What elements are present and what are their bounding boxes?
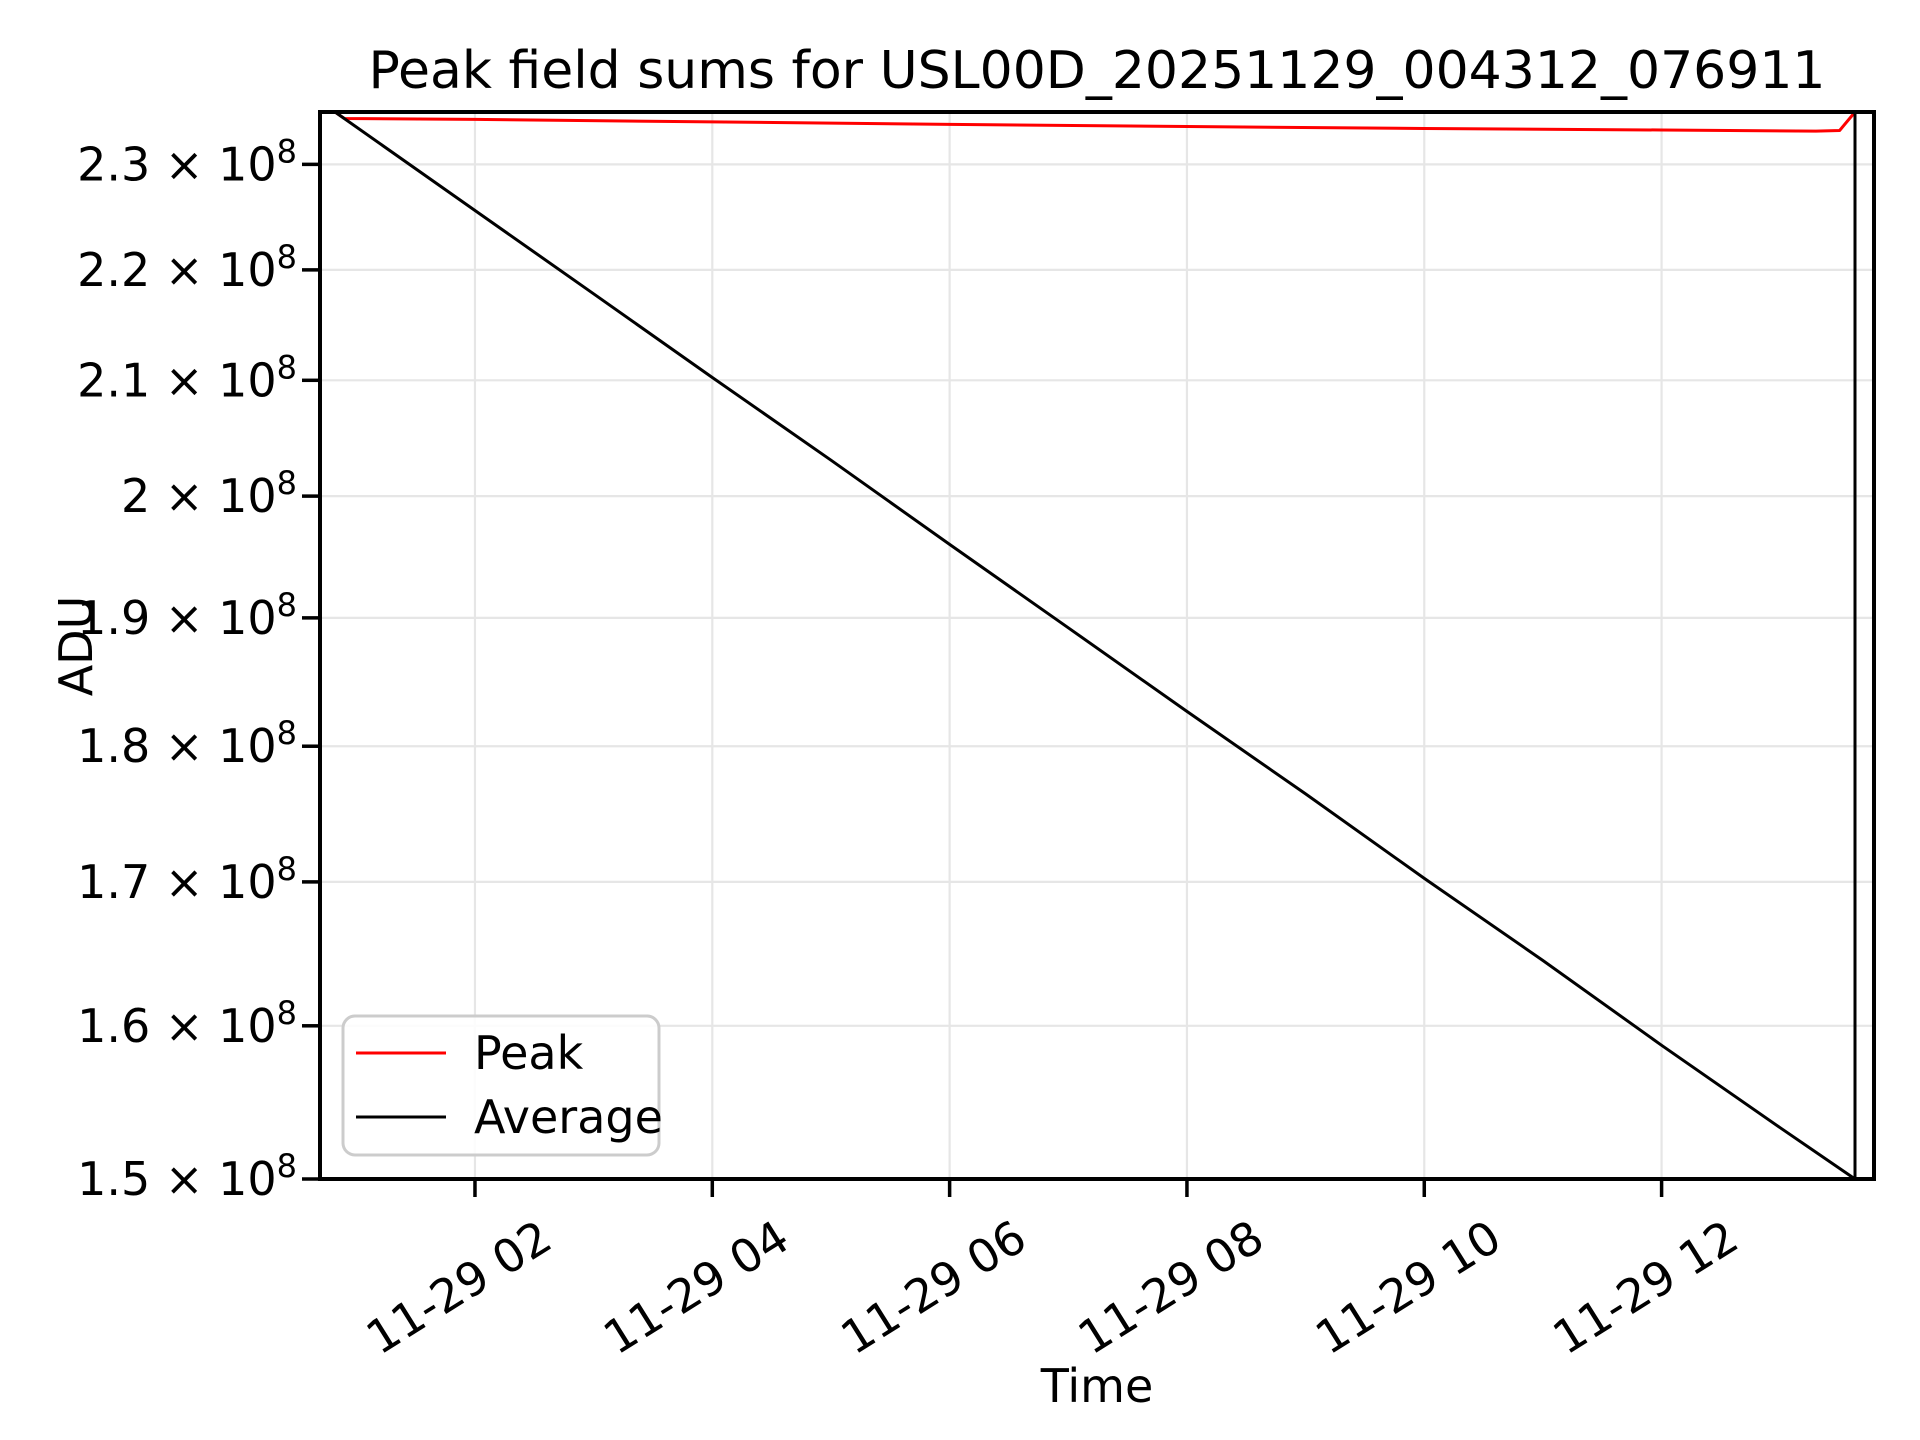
x-axis-label: Time — [1040, 1359, 1154, 1413]
y-tick-labels: 2.3 × 108 2.2 × 108 2.1 × 108 2 × 108 1.9 × … — [77, 132, 297, 1206]
series-line-average — [334, 110, 1857, 1181]
y-tick-label: 1.7 × 108 — [77, 850, 297, 909]
y-tick-label: 2.1 × 108 — [77, 348, 297, 407]
y-tick-label: 1.9 × 108 — [77, 586, 297, 645]
y-axis-label: ADU — [49, 596, 103, 697]
axes-spines — [318, 110, 1876, 1181]
x-axis-ticks — [473, 1181, 1664, 1197]
x-tick-label: 11-29 08 — [1069, 1210, 1273, 1365]
y-axis-ticks — [302, 162, 318, 1181]
chart-title: Peak field sums for USL00D_20251129_0043… — [368, 41, 1825, 101]
y-tick-label: 2.3 × 108 — [77, 132, 297, 191]
legend: Peak Average — [341, 1014, 663, 1157]
legend-box — [341, 1014, 661, 1157]
y-tick-label: 1.5 × 108 — [77, 1147, 297, 1206]
gridlines — [320, 112, 1874, 1181]
x-tick-label: 11-29 02 — [357, 1210, 561, 1365]
x-tick-label: 11-29 10 — [1306, 1210, 1510, 1365]
y-tick-label: 1.6 × 108 — [77, 994, 297, 1053]
x-tick-label: 11-29 12 — [1543, 1210, 1747, 1365]
y-tick-label: 1.8 × 108 — [77, 714, 297, 773]
x-tick-label: 11-29 06 — [831, 1210, 1035, 1365]
x-tick-labels: 11-29 02 11-29 04 11-29 06 11-29 08 11-29 10… — [357, 1210, 1748, 1365]
series-line-peak — [334, 110, 1857, 133]
x-tick-label: 11-29 04 — [594, 1210, 798, 1365]
y-tick-label: 2 × 108 — [121, 464, 297, 523]
legend-label-peak: Peak — [474, 1026, 584, 1080]
y-tick-label: 2.2 × 108 — [77, 238, 297, 297]
series-lines — [334, 110, 1857, 1181]
legend-label-average: Average — [474, 1090, 663, 1144]
